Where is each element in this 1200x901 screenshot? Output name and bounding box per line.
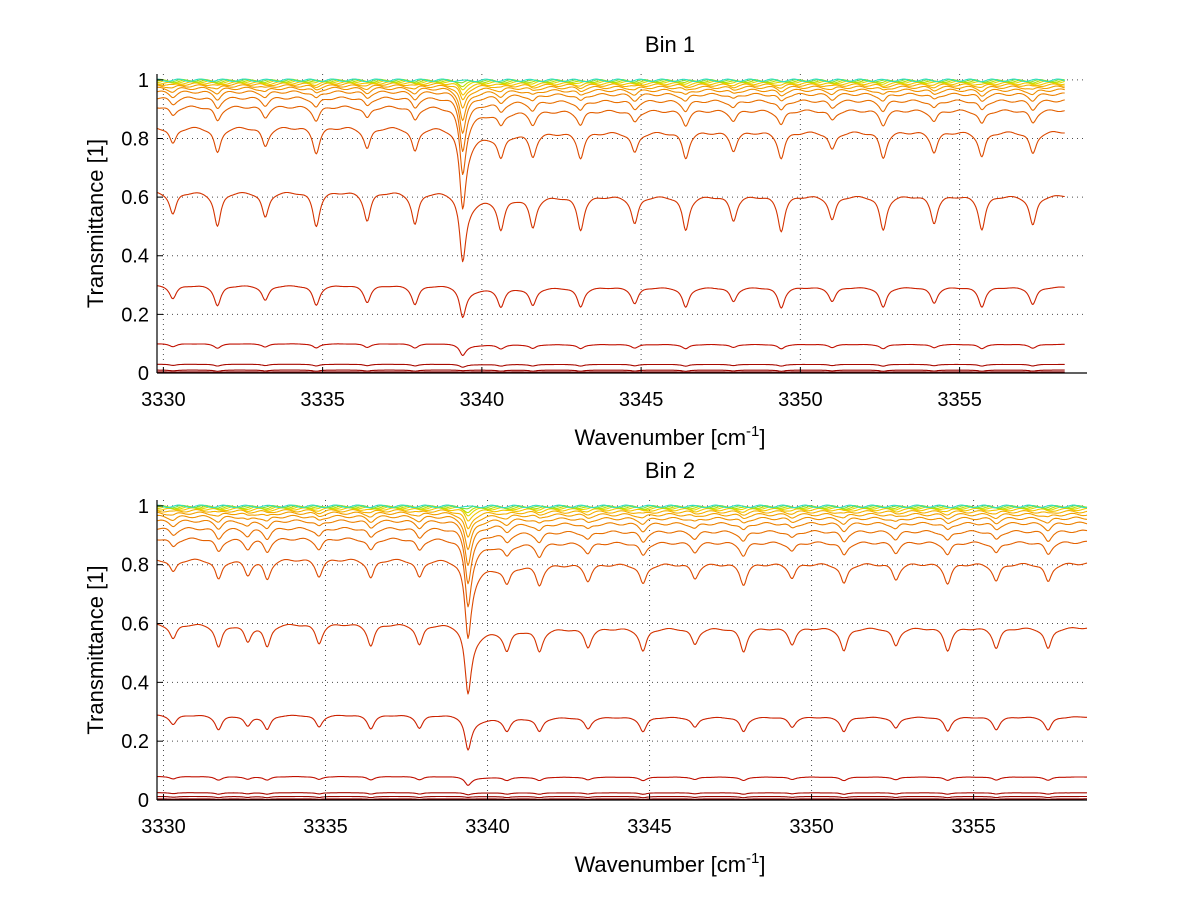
x-axis-label: Wavenumber [cm-1] bbox=[574, 423, 765, 450]
x-tick-label: 3335 bbox=[303, 816, 348, 838]
series-line bbox=[157, 798, 1087, 800]
x-axis-label-superscript: -1 bbox=[746, 423, 759, 440]
series-line bbox=[156, 78, 1065, 83]
series-line bbox=[157, 371, 1065, 373]
x-tick-label: 3350 bbox=[778, 389, 823, 411]
y-tick-label: 0.8 bbox=[121, 128, 149, 150]
x-tick-label: 3330 bbox=[141, 816, 186, 838]
x-tick-label: 3335 bbox=[300, 389, 345, 411]
y-tick-label: 0.8 bbox=[121, 555, 149, 577]
chart-panel-2: 3330 3335 3340 3345 3350 3355 0 0.2 0.4 0.6 0.8 1 Bi… bbox=[83, 458, 1088, 877]
series-line bbox=[156, 191, 1065, 263]
y-tick-label: 0.2 bbox=[121, 731, 149, 753]
y-tick-label: 0.6 bbox=[121, 614, 149, 636]
x-axis-label-superscript: -1 bbox=[746, 850, 759, 867]
series-line bbox=[156, 526, 1088, 585]
series-line bbox=[157, 776, 1087, 786]
x-axis-label: Wavenumber [cm-1] bbox=[574, 850, 765, 877]
x-tick-label: 3340 bbox=[460, 389, 505, 411]
series-line bbox=[156, 86, 1065, 122]
series-line bbox=[157, 343, 1065, 357]
y-tick-label: 0 bbox=[138, 363, 149, 385]
x-axis-label-main: Wavenumber [cm bbox=[574, 852, 746, 877]
series-line bbox=[156, 623, 1088, 695]
x-tick-label: 3340 bbox=[465, 816, 510, 838]
chart-title: Bin 2 bbox=[645, 458, 695, 483]
series-group bbox=[156, 78, 1065, 373]
y-axis-label: Transmittance [1] bbox=[83, 565, 108, 734]
series-line bbox=[156, 504, 1088, 510]
y-axis-label: Transmittance [1] bbox=[83, 139, 108, 308]
y-tick-label: 1 bbox=[138, 70, 149, 92]
y-tick-label: 0.2 bbox=[121, 304, 149, 326]
series-line bbox=[156, 96, 1065, 153]
series-line bbox=[157, 792, 1087, 796]
series-line bbox=[156, 90, 1065, 134]
series-line bbox=[156, 714, 1087, 751]
series-line bbox=[156, 509, 1088, 530]
series-line bbox=[156, 519, 1088, 566]
series-line bbox=[157, 363, 1065, 368]
series-line bbox=[156, 558, 1088, 639]
series-group bbox=[156, 504, 1088, 800]
x-tick-label: 3355 bbox=[951, 816, 996, 838]
series-line bbox=[157, 369, 1065, 372]
y-tick-label: 1 bbox=[138, 496, 149, 518]
x-axis-label-main: Wavenumber [cm bbox=[574, 425, 746, 450]
x-tick-label: 3330 bbox=[141, 389, 186, 411]
x-tick-label: 3345 bbox=[627, 816, 672, 838]
y-tick-label: 0 bbox=[138, 790, 149, 812]
series-line bbox=[156, 795, 1087, 799]
series-line bbox=[156, 126, 1065, 210]
x-tick-label: 3345 bbox=[619, 389, 664, 411]
chart-panel-1: 3330 3335 3340 3345 3350 3355 0 0.2 0.4 0.6 0.8 1 Bi… bbox=[83, 32, 1087, 450]
series-line bbox=[156, 504, 1088, 509]
x-tick-label: 3350 bbox=[789, 816, 834, 838]
chart-title: Bin 1 bbox=[645, 32, 695, 57]
x-axis-label-close: ] bbox=[759, 425, 765, 450]
series-line bbox=[156, 511, 1088, 538]
y-tick-label: 0.4 bbox=[121, 672, 149, 694]
series-line bbox=[156, 84, 1065, 109]
series-line bbox=[156, 285, 1065, 319]
series-line bbox=[157, 514, 1087, 551]
series-line bbox=[156, 105, 1065, 176]
x-axis-label-close: ] bbox=[759, 852, 765, 877]
y-tick-label: 0.6 bbox=[121, 187, 149, 209]
series-line bbox=[156, 81, 1065, 96]
series-line bbox=[156, 537, 1087, 608]
y-tick-label: 0.4 bbox=[121, 246, 149, 268]
x-tick-label: 3355 bbox=[937, 389, 982, 411]
